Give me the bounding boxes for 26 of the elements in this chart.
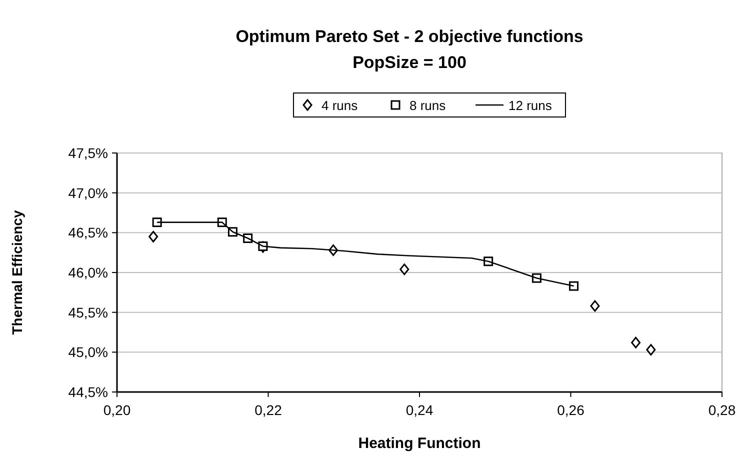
x-tick-label: 0,22: [254, 402, 282, 418]
point: [400, 264, 410, 276]
y-tick-label: 44,5%: [68, 384, 108, 400]
legend-label: 8 runs: [410, 98, 446, 113]
y-tick-label: 46,0%: [68, 264, 108, 280]
y-tick-label: 47,5%: [68, 145, 108, 161]
chart-title: Optimum Pareto Set - 2 objective functions: [236, 27, 584, 46]
y-tick-label: 45,5%: [68, 304, 108, 320]
point: [569, 281, 579, 291]
legend-label: 12 runs: [508, 98, 552, 113]
chart-subtitle: PopSize = 100: [352, 53, 466, 72]
x-axis-title: Heating Function: [358, 435, 481, 452]
x-tick-label: 0,28: [708, 402, 736, 418]
legend-label: 4 runs: [322, 98, 358, 113]
x-tick-label: 0,26: [557, 402, 585, 418]
y-axis-title: Thermal Efficiency: [9, 210, 25, 335]
y-tick-label: 46,5%: [68, 224, 108, 241]
y-tick-label: 45,0%: [68, 344, 108, 360]
x-tick-label: 0,20: [103, 402, 131, 418]
point: [646, 344, 656, 356]
point: [148, 230, 158, 242]
point: [590, 300, 600, 312]
point: [631, 336, 641, 348]
point: [152, 218, 162, 228]
y-tick-label: 47,0%: [68, 184, 108, 201]
x-tick-label: 0,24: [406, 402, 434, 418]
